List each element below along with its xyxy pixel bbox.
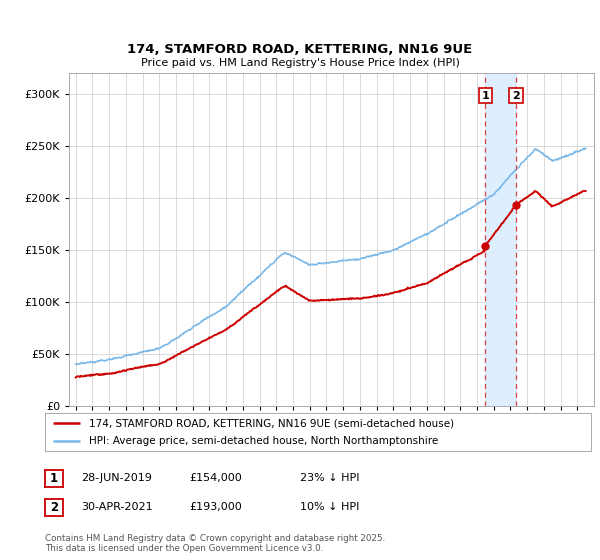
Bar — [485, 73, 516, 406]
Text: 1: 1 — [50, 472, 58, 485]
Text: Price paid vs. HM Land Registry's House Price Index (HPI): Price paid vs. HM Land Registry's House … — [140, 58, 460, 68]
Text: Contains HM Land Registry data © Crown copyright and database right 2025.
This d: Contains HM Land Registry data © Crown c… — [45, 534, 385, 553]
Text: 2: 2 — [50, 501, 58, 514]
Text: HPI: Average price, semi-detached house, North Northamptonshire: HPI: Average price, semi-detached house,… — [89, 436, 438, 446]
Text: £154,000: £154,000 — [189, 473, 242, 483]
Text: 28-JUN-2019: 28-JUN-2019 — [81, 473, 152, 483]
Text: 1: 1 — [481, 91, 489, 101]
Text: £193,000: £193,000 — [189, 502, 242, 512]
Text: 2: 2 — [512, 91, 520, 101]
Text: 30-APR-2021: 30-APR-2021 — [81, 502, 152, 512]
Text: 174, STAMFORD ROAD, KETTERING, NN16 9UE: 174, STAMFORD ROAD, KETTERING, NN16 9UE — [127, 43, 473, 56]
Text: 10% ↓ HPI: 10% ↓ HPI — [300, 502, 359, 512]
Text: 23% ↓ HPI: 23% ↓ HPI — [300, 473, 359, 483]
Text: 174, STAMFORD ROAD, KETTERING, NN16 9UE (semi-detached house): 174, STAMFORD ROAD, KETTERING, NN16 9UE … — [89, 418, 454, 428]
